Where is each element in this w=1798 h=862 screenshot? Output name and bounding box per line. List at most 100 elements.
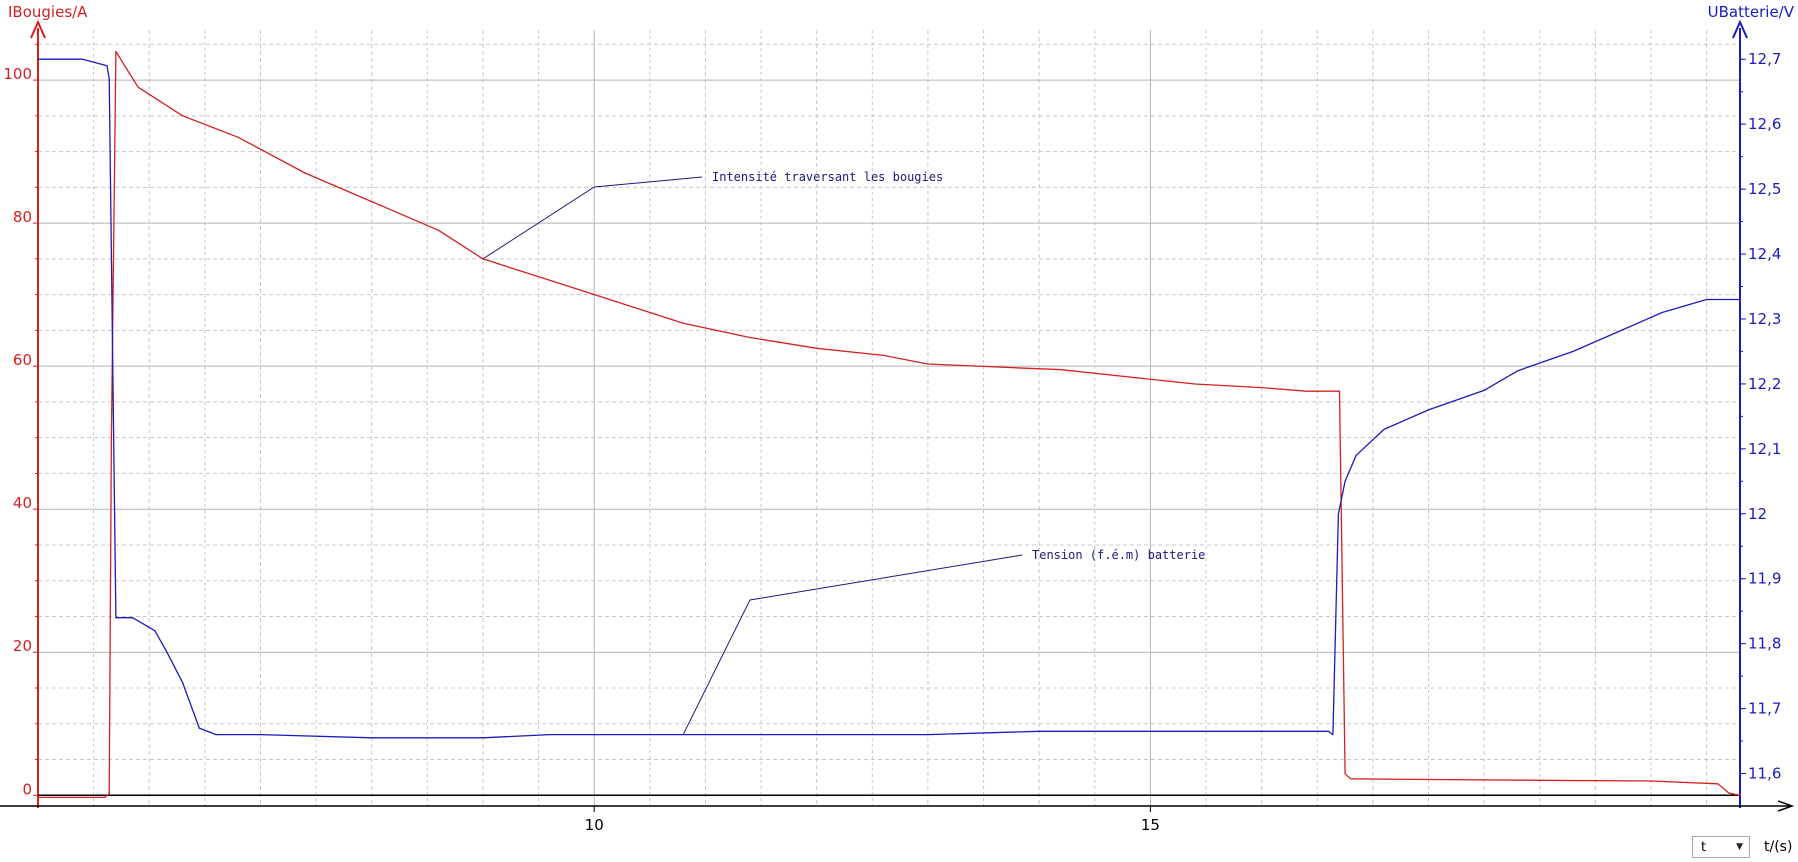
data-point-current	[1261, 387, 1263, 389]
data-point-voltage	[1383, 428, 1385, 430]
annotation-voltage-leader	[682, 554, 1023, 735]
data-point-current	[927, 363, 929, 365]
data-point-current	[1338, 390, 1341, 392]
axes: 0 20 40 60 80 100 11,6 11,7 11,8 11,9 12 12,1 12,2 12…	[0, 19, 1795, 834]
left-axis-tick-label: 100	[3, 65, 32, 83]
data-point-voltage	[1739, 298, 1741, 301]
grid	[38, 30, 1740, 806]
data-point-voltage	[482, 737, 484, 739]
data-point-current	[1194, 383, 1196, 385]
data-point-current	[994, 366, 996, 368]
data-point-voltage	[1344, 480, 1346, 482]
data-point-voltage	[1483, 389, 1485, 392]
series-line-voltage[interactable]	[38, 58, 1740, 739]
left-axis-tick-label: 80	[13, 208, 32, 226]
data-point-voltage	[1572, 350, 1574, 353]
data-point-current	[1739, 794, 1741, 796]
data-point-current	[749, 336, 751, 339]
data-point-current	[682, 322, 684, 324]
data-point-voltage	[816, 733, 818, 736]
data-point-current	[1060, 369, 1063, 371]
data-point-current	[1539, 779, 1541, 781]
data-point-voltage	[154, 630, 156, 632]
data-point-voltage	[371, 737, 373, 739]
data-point-voltage	[106, 65, 108, 67]
data-point-current	[304, 172, 306, 174]
data-point-current	[615, 301, 618, 303]
left-axis-arrow-icon	[30, 19, 46, 39]
data-point-voltage	[259, 733, 262, 736]
left-axis-title: IBougies/A	[8, 3, 88, 21]
data-point-voltage	[1516, 370, 1519, 372]
data-point-current	[371, 201, 373, 203]
right-axis-tick-label: 12,4	[1748, 245, 1781, 263]
right-axis-tick-label: 11,6	[1748, 765, 1781, 783]
right-axis-tick-label: 12,2	[1748, 375, 1781, 393]
right-axis-tick-label: 12,7	[1748, 50, 1781, 68]
data-point-voltage	[1337, 513, 1340, 515]
data-point-current	[104, 796, 106, 799]
data-point-current	[816, 347, 818, 349]
data-point-current	[882, 354, 885, 357]
data-point-current	[1717, 783, 1719, 785]
data-point-voltage	[1332, 733, 1334, 736]
x-axis-variable-value: t	[1701, 839, 1707, 855]
data-point-current	[37, 796, 39, 799]
data-point-voltage	[1327, 730, 1330, 732]
data-point-voltage	[1706, 298, 1708, 301]
data-point-current	[137, 86, 139, 88]
data-point-voltage	[165, 649, 167, 651]
x-axis-tick-label: 15	[1141, 816, 1160, 834]
data-point-current	[115, 50, 117, 53]
series-layer	[37, 50, 1741, 799]
data-point-voltage	[37, 58, 39, 60]
data-point-voltage	[215, 733, 217, 736]
data-point-voltage	[182, 682, 184, 684]
annotations: Intensité traversant les bougies Tension …	[482, 170, 1205, 735]
data-point-voltage	[131, 617, 134, 619]
right-axis-tick-label: 11,9	[1748, 570, 1781, 588]
right-axis-tick-label: 12,3	[1748, 310, 1781, 328]
data-point-voltage	[593, 733, 595, 736]
right-axis-arrow-icon	[1732, 19, 1748, 39]
data-point-voltage	[1427, 409, 1430, 411]
x-axis-tick-label: 10	[585, 816, 604, 834]
data-point-current	[237, 136, 239, 138]
data-point-current	[1728, 792, 1730, 794]
right-axis-tick-label: 11,7	[1748, 700, 1781, 718]
data-point-voltage	[704, 733, 707, 736]
data-point-current	[1344, 773, 1346, 775]
left-axis-tick-label: 0	[22, 780, 32, 798]
data-point-current	[1650, 780, 1652, 782]
left-axis-tick-label: 20	[13, 637, 32, 655]
right-axis-tick-label: 12,1	[1748, 440, 1781, 458]
data-point-current	[1350, 778, 1352, 780]
data-point-voltage	[81, 58, 84, 60]
data-point-voltage	[1261, 730, 1263, 732]
right-axis-tick-label: 12	[1748, 505, 1767, 523]
left-axis-tick-label: 60	[13, 351, 32, 369]
series-line-current[interactable]	[38, 50, 1741, 799]
data-point-current	[108, 793, 110, 795]
annotation-voltage: Tension (f.é.m) batterie	[1032, 548, 1205, 562]
right-axis-title: UBatterie/V	[1708, 3, 1795, 21]
data-point-voltage	[198, 727, 200, 729]
data-point-current	[437, 229, 440, 231]
data-point-voltage	[115, 617, 117, 619]
chevron-down-icon: ▼	[1736, 842, 1743, 852]
data-point-voltage	[1149, 730, 1152, 732]
left-axis-tick-label: 40	[13, 494, 32, 512]
data-point-voltage	[1038, 730, 1040, 732]
data-point-current	[182, 115, 184, 117]
right-axis-tick-label: 12,6	[1748, 115, 1781, 133]
x-axis-variable-select[interactable]: t ▼	[1692, 836, 1750, 858]
x-axis-arrow-icon	[1777, 800, 1795, 812]
data-point-voltage	[549, 733, 551, 736]
data-point-voltage	[1617, 331, 1619, 333]
annotation-current-leader	[482, 176, 703, 260]
data-point-current	[1340, 465, 1342, 467]
data-point-current	[1427, 778, 1430, 781]
annotation-current: Intensité traversant les bougies	[712, 170, 943, 184]
